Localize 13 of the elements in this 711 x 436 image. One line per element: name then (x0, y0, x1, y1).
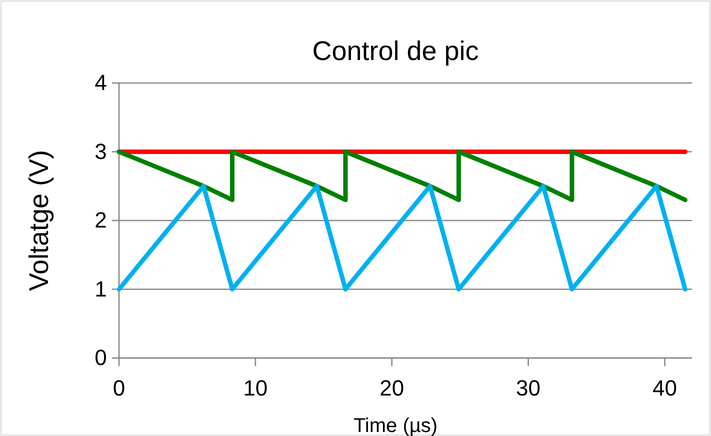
x-tick-label: 40 (652, 375, 677, 400)
y-tick-label: 2 (94, 208, 107, 233)
x-tick-label: 30 (516, 375, 541, 400)
x-tick-label: 10 (243, 375, 268, 400)
x-tick-label: 20 (380, 375, 404, 400)
x-tick-label: 0 (112, 375, 126, 400)
y-axis-title: Voltatge (V) (24, 150, 54, 292)
chart-title: Control de pic (312, 36, 479, 66)
y-tick-label: 4 (94, 70, 107, 96)
y-tick-label: 0 (94, 345, 107, 370)
x-axis-title: Time (µs) (353, 415, 438, 436)
y-tick-label: 1 (94, 276, 107, 302)
y-tick-label: 3 (94, 138, 107, 164)
